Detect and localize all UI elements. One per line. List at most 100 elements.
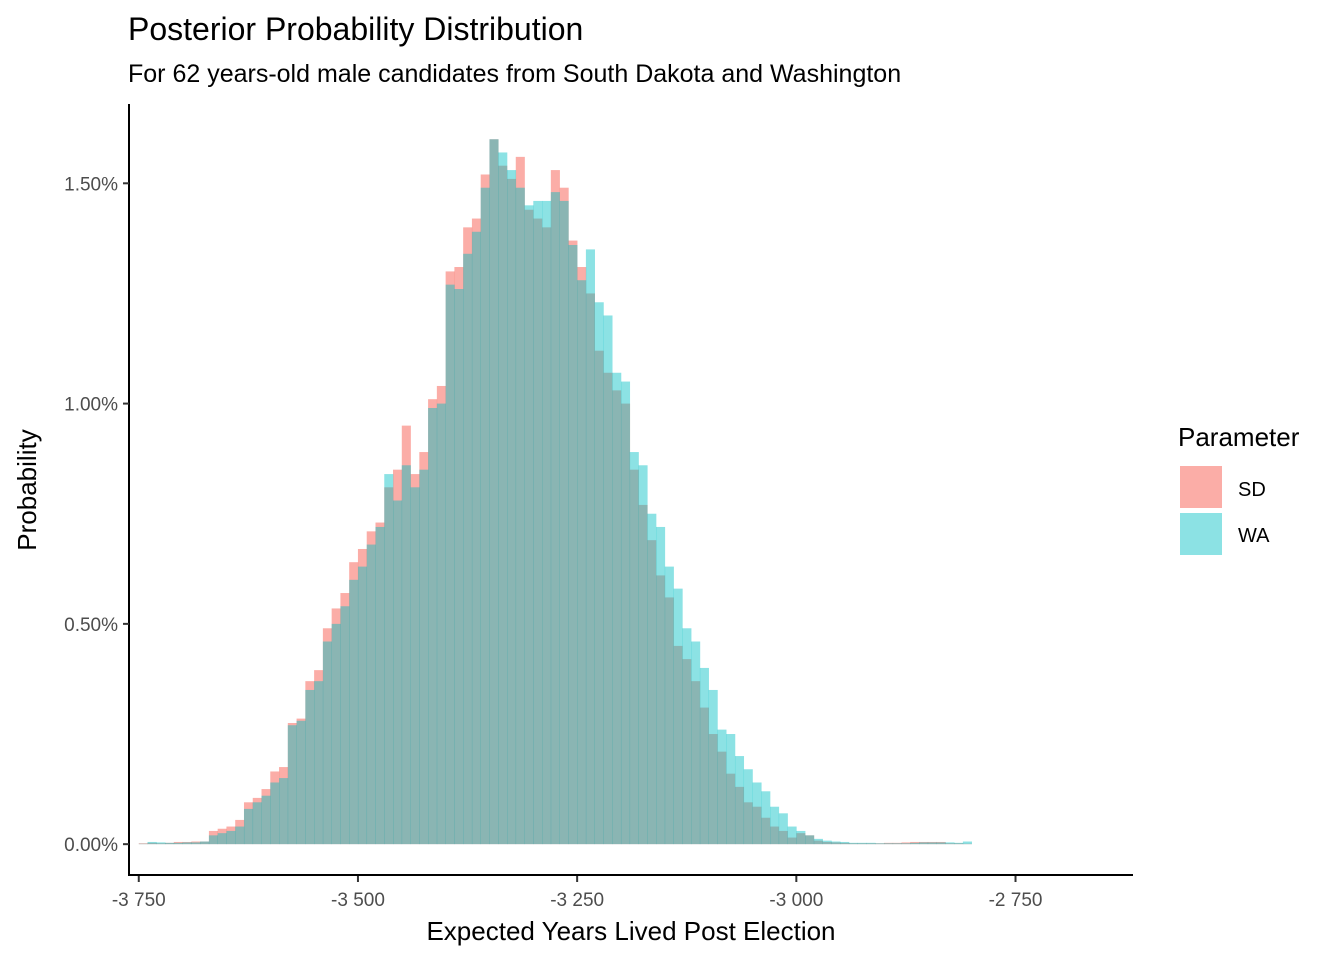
bar-wa-28 (384, 474, 394, 845)
bar-wa-6 (191, 842, 201, 845)
bar-wa-58 (647, 513, 657, 845)
bar-wa-23 (340, 606, 350, 845)
bar-sd-2 (156, 843, 166, 845)
bar-wa-18 (296, 720, 306, 845)
bar-wa-88 (910, 842, 920, 845)
bar-wa-78 (822, 840, 832, 845)
bar-sd-4 (173, 841, 183, 845)
bar-wa-77 (813, 838, 823, 845)
bar-sd-92 (945, 843, 955, 845)
bar-wa-30 (401, 465, 411, 845)
bar-wa-43 (515, 187, 525, 845)
bar-sd-38 (471, 218, 481, 845)
bar-wa-11 (235, 826, 245, 845)
bar-sd-52 (594, 350, 604, 845)
bar-sd-56 (629, 469, 639, 845)
bar-wa-41 (498, 152, 508, 845)
bar-sd-93 (954, 843, 964, 845)
bar-wa-71 (761, 791, 771, 845)
bar-wa-29 (393, 500, 403, 845)
bar-sd-44 (524, 209, 534, 845)
bar-wa-91 (936, 842, 946, 845)
bar-wa-63 (691, 641, 701, 845)
bar-sd-17 (287, 723, 297, 845)
bar-wa-34 (436, 403, 446, 845)
bar-sd-37 (463, 227, 473, 845)
bar-wa-64 (699, 667, 709, 845)
bar-wa-35 (445, 284, 455, 845)
x-tick-label: -3 750 (112, 890, 166, 911)
bar-wa-26 (366, 544, 376, 845)
bar-sd-1 (147, 842, 157, 845)
bar-sd-57 (638, 504, 648, 845)
series-sd-bars (138, 139, 972, 845)
bar-wa-87 (901, 843, 911, 845)
bar-wa-24 (349, 579, 359, 845)
bar-sd-25 (357, 548, 368, 845)
bar-sd-5 (182, 841, 192, 845)
bar-wa-69 (743, 769, 753, 845)
bar-sd-63 (691, 681, 701, 845)
legend-key-sd (1180, 466, 1222, 508)
bar-wa-75 (796, 830, 806, 845)
bar-wa-61 (673, 588, 683, 845)
bar-sd-65 (708, 734, 718, 845)
bar-sd-77 (813, 840, 823, 845)
bar-sd-85 (884, 842, 894, 845)
bar-sd-24 (349, 562, 359, 845)
chart-title: Posterior Probability Distribution (128, 11, 583, 47)
bar-sd-72 (770, 826, 780, 845)
bar-sd-46 (542, 227, 552, 845)
bar-sd-51 (585, 293, 595, 845)
bar-wa-14 (261, 795, 271, 845)
bar-sd-11 (235, 819, 245, 845)
bar-wa-10 (226, 830, 236, 845)
bar-sd-7 (200, 841, 210, 845)
bar-sd-26 (366, 531, 376, 845)
legend-key-wa (1180, 513, 1222, 555)
bar-wa-85 (884, 843, 894, 845)
bar-wa-21 (322, 641, 332, 845)
bar-sd-48 (559, 187, 569, 845)
bar-sd-21 (322, 628, 332, 845)
bar-wa-1 (147, 841, 157, 845)
bar-wa-36 (454, 289, 464, 845)
bar-sd-3 (165, 842, 175, 845)
bar-wa-53 (603, 315, 613, 845)
bar-wa-86 (892, 843, 902, 845)
bar-wa-12 (243, 808, 254, 845)
bar-wa-79 (831, 841, 841, 845)
bar-sd-67 (726, 773, 736, 845)
legend-label-sd: SD (1238, 479, 1266, 501)
bar-wa-44 (524, 205, 534, 845)
bar-sd-76 (805, 835, 815, 845)
bar-sd-78 (822, 841, 832, 845)
bar-wa-47 (550, 192, 560, 845)
bar-sd-36 (454, 267, 464, 845)
bar-sd-58 (647, 540, 657, 845)
bar-wa-27 (375, 526, 385, 845)
chart-subtitle: For 62 years-old male candidates from So… (128, 60, 901, 88)
y-axis-ticks: 0.00% 0.50% 1.00% 1.50% (64, 174, 129, 856)
x-tick-label: -2 750 (989, 890, 1043, 911)
bar-sd-34 (436, 385, 446, 845)
bar-sd-30 (401, 425, 411, 845)
bar-wa-67 (726, 734, 736, 845)
bar-sd-88 (910, 841, 920, 845)
bar-wa-82 (857, 842, 867, 845)
bar-sd-39 (480, 174, 490, 845)
bar-sd-19 (305, 681, 315, 845)
bar-sd-22 (331, 608, 341, 845)
bar-wa-3 (165, 842, 175, 845)
bar-sd-73 (778, 830, 788, 845)
bar-sd-81 (848, 843, 858, 845)
bar-wa-92 (945, 842, 955, 845)
bar-sd-59 (656, 575, 666, 845)
bar-wa-39 (480, 187, 490, 845)
bar-sd-42 (507, 178, 517, 845)
x-tick-label: -3 250 (550, 890, 604, 911)
bar-sd-75 (796, 833, 806, 845)
bar-sd-13 (252, 797, 262, 845)
bar-sd-54 (612, 390, 622, 845)
legend: Parameter SD WA (1178, 422, 1300, 555)
